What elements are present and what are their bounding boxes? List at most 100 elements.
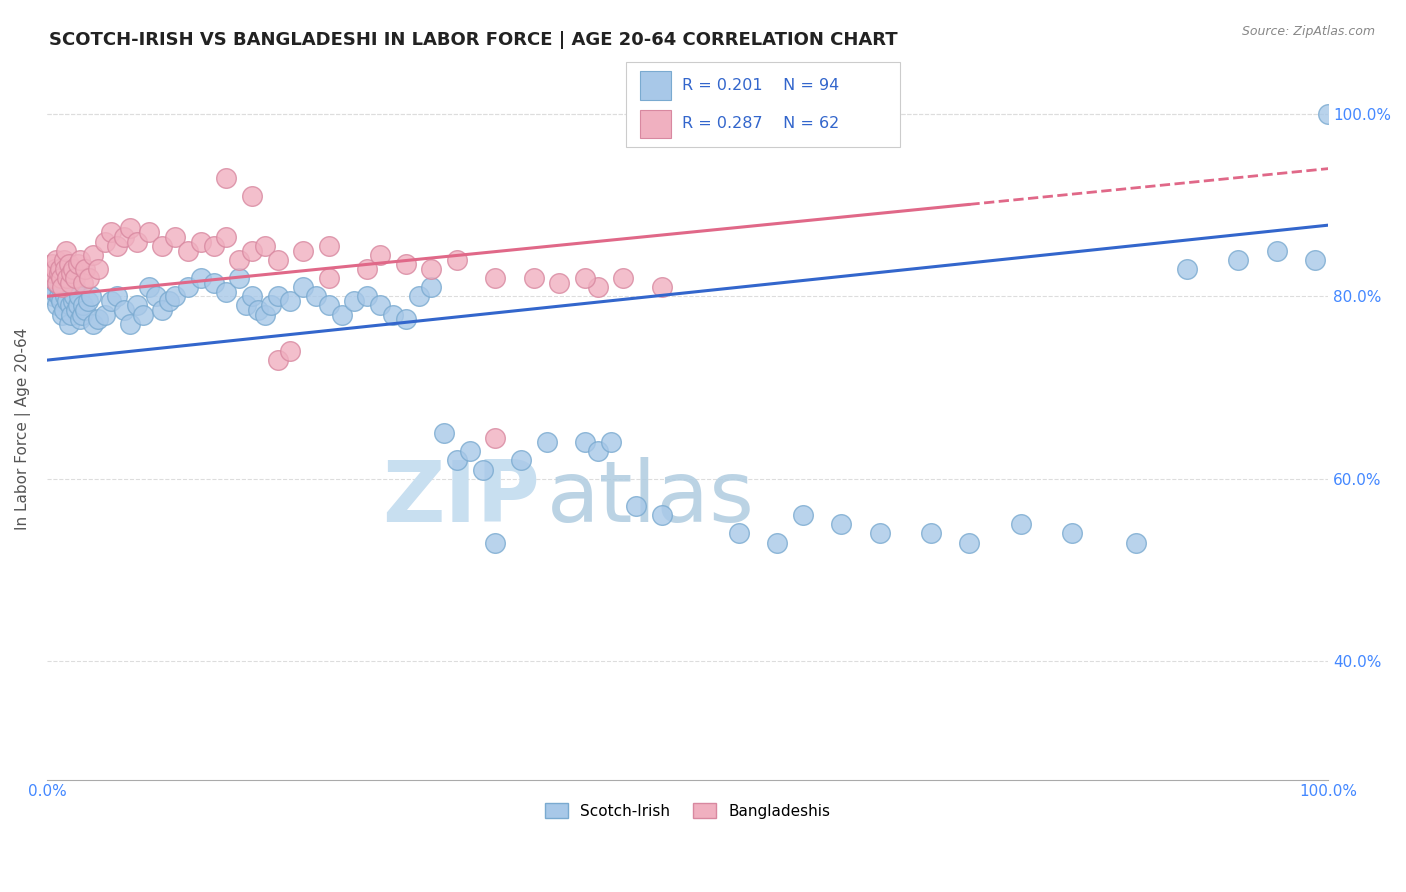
- Point: [165, 289, 187, 303]
- Point: [1125, 535, 1147, 549]
- Point: [190, 235, 212, 249]
- Point: [651, 508, 673, 523]
- Point: [55, 280, 77, 294]
- Point: [125, 298, 148, 312]
- Point: [215, 230, 238, 244]
- Point: [343, 293, 366, 308]
- Point: [41, 257, 63, 271]
- Point: [150, 303, 173, 318]
- Point: [69, 312, 91, 326]
- Point: [107, 239, 129, 253]
- Y-axis label: In Labor Force | Age 20-64: In Labor Force | Age 20-64: [15, 327, 31, 530]
- Point: [651, 280, 673, 294]
- Point: [112, 230, 135, 244]
- Point: [49, 271, 72, 285]
- Point: [48, 267, 70, 281]
- Point: [484, 431, 506, 445]
- Point: [368, 298, 391, 312]
- Point: [120, 220, 142, 235]
- Point: [77, 293, 100, 308]
- Point: [42, 267, 65, 281]
- Point: [53, 289, 76, 303]
- Point: [63, 271, 86, 285]
- Point: [49, 293, 72, 308]
- Point: [46, 276, 69, 290]
- Point: [247, 303, 270, 318]
- Point: [574, 271, 596, 285]
- Point: [75, 262, 97, 277]
- Text: SCOTCH-IRISH VS BANGLADESHI IN LABOR FORCE | AGE 20-64 CORRELATION CHART: SCOTCH-IRISH VS BANGLADESHI IN LABOR FOR…: [49, 31, 898, 49]
- Point: [1060, 526, 1083, 541]
- Point: [536, 435, 558, 450]
- Point: [548, 276, 571, 290]
- Point: [484, 535, 506, 549]
- Point: [59, 276, 82, 290]
- Point: [292, 280, 315, 294]
- Point: [145, 289, 167, 303]
- Point: [766, 535, 789, 549]
- Point: [62, 293, 84, 308]
- Point: [138, 280, 160, 294]
- Point: [1175, 262, 1198, 277]
- Point: [52, 252, 75, 267]
- Point: [920, 526, 942, 541]
- Point: [1265, 244, 1288, 258]
- Point: [280, 344, 302, 359]
- Point: [70, 308, 93, 322]
- Point: [60, 308, 83, 322]
- Point: [240, 244, 263, 258]
- Point: [292, 244, 315, 258]
- Point: [408, 289, 430, 303]
- Point: [792, 508, 814, 523]
- Point: [446, 252, 468, 267]
- Point: [330, 308, 353, 322]
- Point: [228, 271, 250, 285]
- Point: [599, 435, 621, 450]
- Point: [318, 298, 340, 312]
- Point: [446, 453, 468, 467]
- Point: [53, 262, 76, 277]
- Point: [215, 170, 238, 185]
- Point: [42, 289, 65, 303]
- Point: [266, 252, 288, 267]
- Point: [93, 235, 115, 249]
- Point: [177, 280, 200, 294]
- Point: [100, 226, 122, 240]
- Point: [93, 308, 115, 322]
- Text: R = 0.287    N = 62: R = 0.287 N = 62: [682, 117, 839, 131]
- Point: [49, 262, 72, 277]
- Point: [46, 298, 69, 312]
- Point: [484, 271, 506, 285]
- Point: [869, 526, 891, 541]
- Point: [420, 280, 443, 294]
- Point: [458, 444, 481, 458]
- Text: ZIP: ZIP: [382, 458, 540, 541]
- Point: [190, 271, 212, 285]
- Point: [82, 248, 104, 262]
- Point: [82, 317, 104, 331]
- Point: [830, 517, 852, 532]
- Point: [51, 280, 73, 294]
- Text: R = 0.201    N = 94: R = 0.201 N = 94: [682, 78, 839, 93]
- Point: [240, 189, 263, 203]
- Point: [1010, 517, 1032, 532]
- Legend: Scotch-Irish, Bangladeshis: Scotch-Irish, Bangladeshis: [538, 797, 837, 824]
- Point: [228, 252, 250, 267]
- Point: [150, 239, 173, 253]
- Point: [72, 298, 94, 312]
- Point: [420, 262, 443, 277]
- Point: [318, 271, 340, 285]
- Point: [586, 280, 609, 294]
- Point: [395, 257, 418, 271]
- Point: [51, 308, 73, 322]
- Point: [177, 244, 200, 258]
- Point: [77, 271, 100, 285]
- Point: [67, 289, 90, 303]
- Point: [48, 289, 70, 303]
- Point: [79, 289, 101, 303]
- Point: [240, 289, 263, 303]
- Point: [87, 262, 110, 277]
- Point: [59, 298, 82, 312]
- Point: [41, 271, 63, 285]
- Point: [120, 317, 142, 331]
